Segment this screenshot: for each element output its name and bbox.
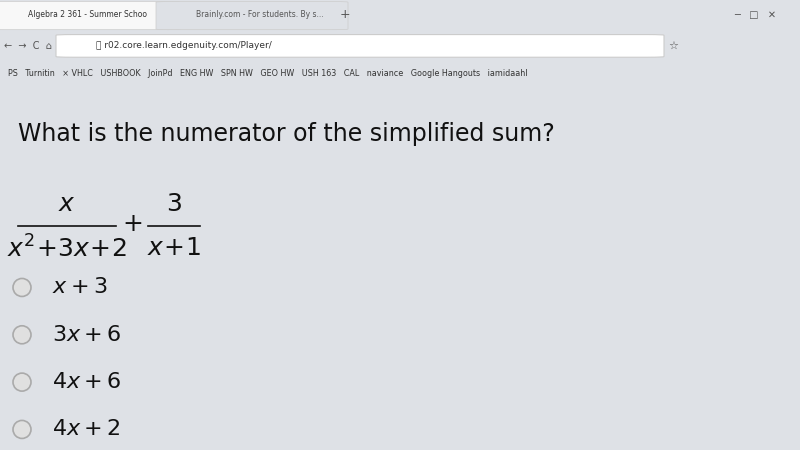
Text: Algebra 2 361 - Summer Schoo: Algebra 2 361 - Summer Schoo bbox=[28, 10, 147, 19]
Text: $x^2\!+\!3x\!+\!2$: $x^2\!+\!3x\!+\!2$ bbox=[7, 235, 127, 263]
FancyBboxPatch shape bbox=[0, 1, 180, 30]
Text: 🔒 r02.core.learn.edgenuity.com/Player/: 🔒 r02.core.learn.edgenuity.com/Player/ bbox=[96, 41, 272, 50]
Text: ←  →  C  ⌂: ← → C ⌂ bbox=[4, 41, 52, 51]
Text: Brainly.com - For students. By s...: Brainly.com - For students. By s... bbox=[196, 10, 324, 19]
Text: $3$: $3$ bbox=[166, 192, 182, 216]
Text: $4x+2$: $4x+2$ bbox=[52, 419, 121, 440]
FancyBboxPatch shape bbox=[156, 1, 348, 30]
Circle shape bbox=[13, 373, 31, 391]
Text: ─   □   ✕: ─ □ ✕ bbox=[734, 10, 776, 20]
Text: What is the numerator of the simplified sum?: What is the numerator of the simplified … bbox=[18, 122, 554, 146]
Circle shape bbox=[13, 326, 31, 344]
Text: PS   Turnitin   × VHLC   USHBOOK   JoinPd   ENG HW   SPN HW   GEO HW   USH 163  : PS Turnitin × VHLC USHBOOK JoinPd ENG HW… bbox=[8, 69, 527, 78]
Circle shape bbox=[13, 279, 31, 297]
Circle shape bbox=[13, 420, 31, 438]
FancyBboxPatch shape bbox=[56, 35, 664, 57]
Text: $x\!+\!1$: $x\!+\!1$ bbox=[147, 235, 201, 260]
Text: $x+3$: $x+3$ bbox=[52, 278, 107, 297]
Text: +: + bbox=[340, 8, 350, 21]
Text: $x$: $x$ bbox=[58, 192, 76, 216]
Text: $3x+6$: $3x+6$ bbox=[52, 325, 122, 345]
Text: $+$: $+$ bbox=[122, 212, 142, 235]
Text: ☆: ☆ bbox=[668, 40, 678, 50]
Text: $4x+6$: $4x+6$ bbox=[52, 372, 122, 392]
